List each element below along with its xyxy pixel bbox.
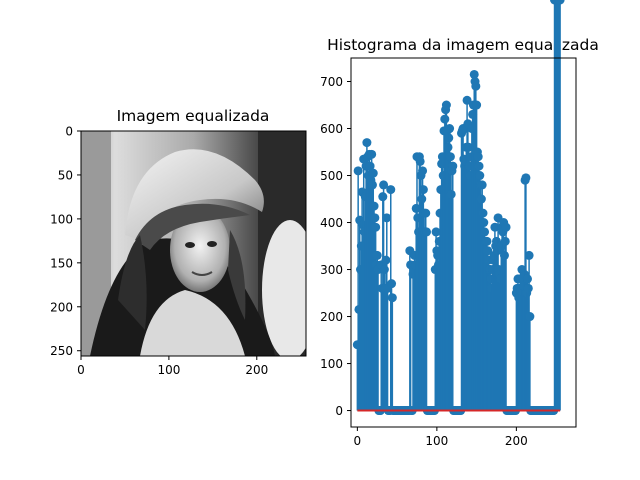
image-panel: Imagem equalizada — [50, 107, 307, 377]
stem-marker — [353, 166, 363, 176]
stem-marker — [555, 0, 565, 5]
image-y-tick-label: 200 — [50, 300, 73, 314]
histogram-panel: Histograma da imagem equalizada 0 100 200 … — [320, 0, 599, 448]
stem-marker — [368, 168, 378, 178]
stem-marker — [499, 250, 509, 260]
histogram-y-tick-label: 400 — [320, 216, 343, 230]
stem-marker — [471, 81, 481, 91]
image-y-tick-label: 0 — [65, 125, 73, 139]
image-x-tick-label: 100 — [157, 363, 180, 377]
stem-marker — [475, 171, 485, 181]
stem-marker — [474, 161, 484, 171]
stem-marker — [443, 142, 453, 152]
histogram-y-tick-label: 100 — [320, 357, 343, 371]
histogram-stems — [352, 0, 565, 416]
stem-marker — [444, 133, 454, 143]
histogram-x-tick-label: 100 — [425, 434, 448, 448]
stem-marker — [490, 222, 500, 232]
stem-marker — [500, 236, 510, 246]
stem-marker — [370, 213, 380, 223]
stem-marker — [369, 201, 379, 211]
image-x-ticks: 0 100 200 — [77, 356, 268, 377]
image-y-ticks: 0 50 100 150 200 250 — [50, 125, 81, 358]
stem-marker — [362, 138, 372, 148]
image-panel-title: Imagem equalizada — [117, 107, 270, 125]
stem-marker — [473, 152, 483, 162]
stem-marker — [446, 189, 456, 199]
histogram-x-tick-label: 200 — [505, 434, 528, 448]
stem-marker — [476, 194, 486, 204]
image-y-tick-label: 250 — [50, 344, 73, 358]
histogram-y-tick-label: 600 — [320, 122, 343, 136]
stem-marker — [523, 274, 533, 284]
stem-marker — [524, 250, 534, 260]
equalized-image — [81, 131, 306, 356]
image-x-tick-label: 0 — [77, 363, 85, 377]
stem-marker — [440, 114, 450, 124]
histogram-y-tick-label: 500 — [320, 169, 343, 183]
stem-marker — [415, 156, 425, 166]
stem-marker — [478, 208, 488, 218]
stem-marker — [469, 69, 479, 79]
image-y-tick-label: 100 — [50, 212, 73, 226]
histogram-y-tick-label: 700 — [320, 75, 343, 89]
image-y-tick-label: 150 — [50, 256, 73, 270]
stem-marker — [381, 255, 391, 265]
stem-marker — [387, 279, 397, 289]
histogram-title: Histograma da imagem equalizada — [327, 36, 599, 54]
histogram-y-tick-label: 300 — [320, 263, 343, 277]
stem-marker — [379, 265, 389, 275]
stem-marker — [379, 180, 389, 190]
stem-marker — [382, 213, 392, 223]
stem-marker — [418, 185, 428, 195]
stem-marker — [479, 218, 489, 228]
stem-marker — [472, 100, 482, 110]
stem-marker — [417, 194, 427, 204]
stem-marker — [386, 185, 396, 195]
stem-marker — [462, 95, 472, 105]
histogram-y-tick-label: 200 — [320, 310, 343, 324]
histogram-x-ticks: 0 100 200 — [354, 427, 528, 448]
stem-marker — [367, 149, 377, 159]
stem-marker — [483, 246, 493, 256]
histogram-frame — [350, 57, 577, 428]
stem-marker — [448, 161, 458, 171]
histogram-x-tick-label: 0 — [354, 434, 362, 448]
stem-marker — [445, 124, 455, 134]
stem-marker — [523, 283, 533, 293]
stem-marker — [482, 236, 492, 246]
stem-marker — [445, 152, 455, 162]
stem-marker — [367, 180, 377, 190]
stem-marker — [378, 192, 388, 202]
stem-marker — [421, 208, 431, 218]
stem-marker — [372, 250, 382, 260]
stem-marker — [411, 203, 421, 213]
stem-marker — [422, 227, 432, 237]
histogram-y-tick-label: 0 — [335, 404, 343, 418]
image-x-tick-label: 200 — [245, 363, 268, 377]
image-frame — [80, 130, 307, 357]
stem-marker — [521, 173, 531, 183]
stem-marker — [480, 227, 490, 237]
stem-marker — [477, 180, 487, 190]
stem-marker — [371, 222, 381, 232]
stem-marker — [441, 100, 451, 110]
histogram-y-ticks: 0 100 200 300 400 500 600 700 — [320, 75, 351, 418]
stem-marker — [501, 222, 511, 232]
stem-marker — [431, 227, 441, 237]
stem-marker — [387, 293, 397, 303]
stem-marker — [525, 312, 535, 322]
image-y-tick-label: 50 — [58, 168, 73, 182]
stem-marker — [464, 142, 474, 152]
stem-marker — [418, 166, 428, 176]
